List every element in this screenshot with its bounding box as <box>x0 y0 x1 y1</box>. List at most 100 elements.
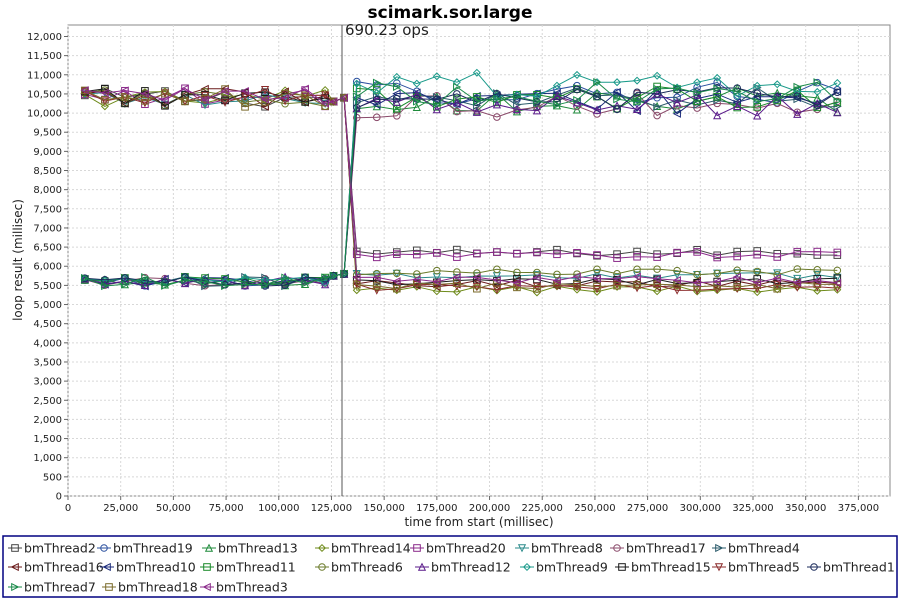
series-bmThread20 <box>81 84 842 262</box>
series-point <box>753 250 762 259</box>
series-point <box>593 251 601 259</box>
series-point <box>220 86 229 96</box>
legend-marker <box>204 543 214 552</box>
series-point <box>772 274 782 283</box>
series-point <box>533 248 541 257</box>
x-grid <box>67 25 859 496</box>
series-point <box>573 85 581 94</box>
series-point <box>260 90 270 100</box>
series-point <box>321 91 330 100</box>
x-tick-label: 100,000 <box>258 503 299 514</box>
series-point <box>160 96 169 105</box>
legend-marker <box>11 582 20 592</box>
series-line <box>84 88 838 288</box>
series-point <box>453 107 461 116</box>
series-point <box>833 96 842 106</box>
legend-label: bmThread9 <box>536 560 608 575</box>
series-point <box>633 97 642 107</box>
legend-label: bmThread15 <box>631 560 711 575</box>
series-point <box>733 266 741 275</box>
legend-label: bmThread13 <box>218 541 298 556</box>
series-point <box>752 278 762 287</box>
series-bmThread7 <box>81 77 842 291</box>
series-point <box>592 274 601 283</box>
legend-item-bmThread10: bmThread10 <box>100 560 196 575</box>
series-point <box>733 247 741 256</box>
series-line <box>84 87 838 257</box>
series-point <box>593 282 601 291</box>
legend-label: bmThread6 <box>331 560 403 575</box>
legend-border <box>2 535 898 598</box>
legend-marker <box>715 543 724 553</box>
legend-marker <box>413 544 421 552</box>
series-point <box>693 283 701 291</box>
series-point <box>393 111 401 120</box>
series-point <box>813 99 822 108</box>
series-point <box>813 247 822 256</box>
y-tick-label: 5,000 <box>33 300 62 311</box>
x-tick-label: 250,000 <box>574 503 615 514</box>
series-point <box>673 83 682 92</box>
series-point <box>81 273 90 283</box>
series-point <box>592 285 602 294</box>
series-point <box>612 280 622 289</box>
legend-marker <box>613 544 621 552</box>
x-tick-label: 275,000 <box>627 503 668 514</box>
series-point <box>633 247 641 256</box>
series-point <box>472 107 482 116</box>
series-point <box>773 94 782 103</box>
legend-marker <box>10 562 19 572</box>
series-point <box>161 102 169 110</box>
series-point <box>753 267 762 276</box>
series-point <box>792 278 802 287</box>
x-tick-label: 0 <box>65 503 71 514</box>
x-tick-label: 200,000 <box>469 503 510 514</box>
series-point <box>372 78 382 87</box>
series-bmThread3 <box>80 84 842 287</box>
legend-label: bmThread11 <box>216 560 296 575</box>
series-point <box>753 288 762 297</box>
series-point <box>412 274 421 283</box>
legend-label: bmThread5 <box>728 560 800 575</box>
series-point <box>812 276 822 285</box>
series-point <box>432 287 441 296</box>
legend-item-bmThread17: bmThread17 <box>610 541 706 556</box>
series-point <box>532 288 541 297</box>
series-point <box>101 276 109 284</box>
series-point <box>833 285 842 294</box>
series-point <box>773 269 782 278</box>
y-tick-label: 11,500 <box>27 51 62 62</box>
series-point <box>260 86 270 95</box>
series-point <box>80 86 89 95</box>
series-point <box>773 284 782 293</box>
y-grid <box>68 35 890 497</box>
series-point <box>592 269 602 279</box>
series-point <box>220 98 230 107</box>
y-tick-label: 5,500 <box>33 281 62 292</box>
series-point <box>260 95 269 104</box>
legend: bmThread2 bmThread19 bmThread13 bmThread14 b… <box>2 535 898 598</box>
series-point <box>433 100 442 109</box>
plot-area: 690.23 ops <box>67 21 891 497</box>
series-point <box>492 100 502 109</box>
series-point <box>552 81 561 90</box>
series-point <box>753 97 762 106</box>
series-point <box>240 92 250 102</box>
legend-item-bmThread12: bmThread12 <box>415 560 511 575</box>
series-line <box>84 72 838 284</box>
series-point <box>392 277 401 286</box>
series-point <box>633 93 641 102</box>
series-point <box>493 265 501 274</box>
series-point <box>100 97 109 106</box>
series-point <box>261 88 269 97</box>
series-point <box>732 272 741 282</box>
series-line <box>84 88 838 287</box>
series-point <box>653 71 662 80</box>
series-point <box>473 93 481 101</box>
series-point <box>833 107 842 117</box>
series-line <box>84 89 838 276</box>
series-point <box>832 278 842 287</box>
series-point <box>413 97 422 106</box>
legend-item-bmThread16: bmThread16 <box>8 560 104 575</box>
y-axis-label: loop result (millisec) <box>11 199 25 321</box>
